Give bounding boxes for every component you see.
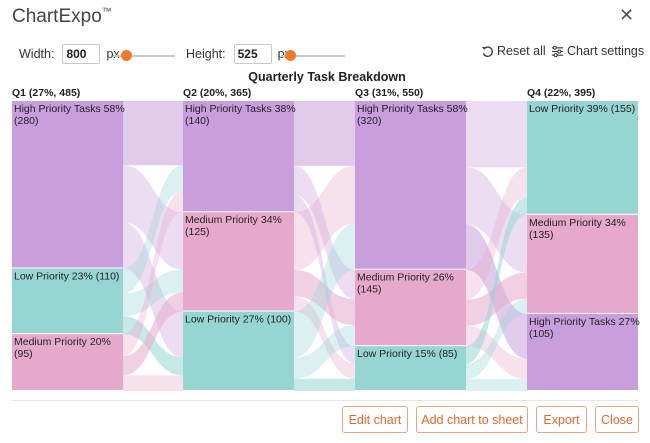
node-label-high-q1: High Priority Tasks 58%	[14, 103, 125, 115]
sankey-link-low-to-low	[294, 378, 355, 391]
node-value-medium-q2: (125)	[185, 226, 210, 238]
sankey-node-low-q2[interactable]	[183, 311, 294, 390]
app-title: ChartExpo™	[12, 6, 112, 28]
sankey-node-low-q1[interactable]	[12, 268, 123, 334]
width-input[interactable]: 800	[62, 44, 101, 64]
edit-chart-button[interactable]: Edit chart	[342, 406, 408, 433]
node-label-high-q4: High Priority Tasks 27%	[529, 316, 640, 328]
width-unit: px	[106, 47, 120, 61]
close-button[interactable]: Close	[595, 406, 639, 433]
trademark: ™	[101, 6, 112, 18]
sankey-node-low-q3[interactable]	[355, 346, 466, 390]
close-icon[interactable]: ✕	[619, 5, 635, 25]
stage-label-3: Q3 (31%, 550)	[355, 87, 423, 99]
sankey-link-high-to-high	[123, 101, 183, 166]
node-label-low-q1: Low Priority 23% (110)	[14, 270, 119, 282]
sankey-node-low-q4[interactable]	[527, 101, 638, 214]
sankey-node-high-q2[interactable]	[183, 101, 294, 212]
sankey-node-high-q1[interactable]	[12, 101, 123, 268]
export-button[interactable]: Export	[536, 406, 587, 433]
sankey-link-high-to-medium	[123, 165, 183, 270]
footer-divider	[12, 400, 638, 401]
node-value-high-q3: (320)	[357, 115, 382, 127]
sankey-link-low-to-medium	[123, 269, 183, 317]
node-label-medium-q1: Medium Priority 20%	[14, 336, 111, 348]
sankey-link-high-to-high	[294, 101, 355, 166]
sankey-link-high-to-low	[294, 195, 355, 364]
sankey-node-high-q3[interactable]	[355, 101, 466, 269]
sankey-link-low-to-low	[466, 197, 527, 364]
sankey-node-medium-q4[interactable]	[527, 214, 638, 313]
stage-label-2: Q2 (20%, 365)	[183, 87, 251, 99]
sankey-node-medium-q3[interactable]	[355, 269, 466, 346]
chart-settings-label: Chart settings	[567, 44, 645, 58]
width-control: Width: 800 px	[19, 44, 120, 64]
node-value-high-q4: (105)	[529, 328, 554, 340]
sankey-link-medium-to-low	[466, 167, 527, 300]
add-chart-to-sheet-button[interactable]: Add chart to sheet	[416, 406, 528, 433]
sankey-link-low-to-high	[294, 223, 355, 358]
sankey-link-medium-to-high	[294, 165, 355, 271]
height-slider-knob[interactable]	[285, 50, 296, 61]
node-label-low-q2: Low Priority 27% (100)	[185, 314, 291, 326]
node-value-high-q2: (140)	[185, 115, 210, 127]
sankey-link-medium-to-medium	[294, 270, 355, 326]
height-slider-track[interactable]	[281, 55, 345, 57]
node-value-high-q1: (280)	[14, 115, 39, 127]
width-slider-knob[interactable]	[121, 50, 132, 61]
sankey-node-medium-q1[interactable]	[12, 334, 123, 390]
width-label: Width:	[19, 47, 55, 61]
width-slider-track[interactable]	[113, 55, 175, 57]
sankey-link-low-to-medium	[466, 298, 527, 380]
sankey-link-high-to-low	[123, 222, 183, 358]
sankey-chart: Quarterly Task Breakdown Q1 (27%, 485) Hi…	[12, 70, 640, 391]
sankey-link-medium-to-medium	[123, 292, 183, 376]
sankey-link-low-to-medium	[294, 325, 355, 379]
sankey-link-medium-to-medium	[466, 272, 527, 326]
sankey-link-high-to-medium	[466, 167, 527, 273]
app-name: ChartExpo	[12, 6, 102, 27]
sankey-link-medium-to-low	[123, 375, 183, 391]
node-label-high-q2: High Priority Tasks 38%	[185, 103, 296, 115]
sankey-node-medium-q2[interactable]	[183, 212, 294, 311]
node-label-medium-q4: Medium Priority 34%	[529, 217, 626, 229]
node-value-medium-q1: (95)	[14, 348, 33, 360]
node-value-medium-q4: (135)	[529, 229, 554, 241]
node-label-medium-q2: Medium Priority 34%	[185, 214, 282, 226]
node-label-low-q3: Low Priority 15% (85)	[357, 348, 457, 360]
sankey-link-medium-to-low	[294, 296, 355, 379]
sankey-link-low-to-high	[466, 379, 527, 391]
reset-icon	[481, 45, 493, 57]
sankey-link-high-to-low	[466, 101, 527, 168]
sankey-link-medium-to-high	[123, 190, 183, 356]
height-label: Height:	[186, 47, 226, 61]
sankey-link-low-to-high	[123, 165, 183, 294]
node-label-low-q4: Low Priority 39% (155)	[529, 103, 635, 115]
node-label-high-q3: High Priority Tasks 58%	[357, 103, 468, 115]
sankey-link-low-to-low	[123, 316, 183, 376]
settings-sliders-icon	[551, 45, 564, 57]
chart-settings-button[interactable]: Chart settings	[551, 44, 644, 58]
reset-all-label: Reset all	[497, 44, 546, 58]
chart-title: Quarterly Task Breakdown	[248, 70, 405, 84]
stage-label-1: Q1 (27%, 485)	[12, 87, 80, 99]
height-control: Height: 525 px	[186, 44, 291, 64]
sankey-link-high-to-medium	[294, 165, 355, 300]
sankey-node-high-q4[interactable]	[527, 313, 638, 390]
node-value-medium-q3: (145)	[357, 284, 382, 296]
height-input[interactable]: 525	[233, 44, 272, 64]
node-label-medium-q3: Medium Priority 26%	[357, 272, 454, 284]
stage-label-4: Q4 (22%, 395)	[527, 87, 595, 99]
reset-all-button[interactable]: Reset all	[481, 44, 546, 58]
